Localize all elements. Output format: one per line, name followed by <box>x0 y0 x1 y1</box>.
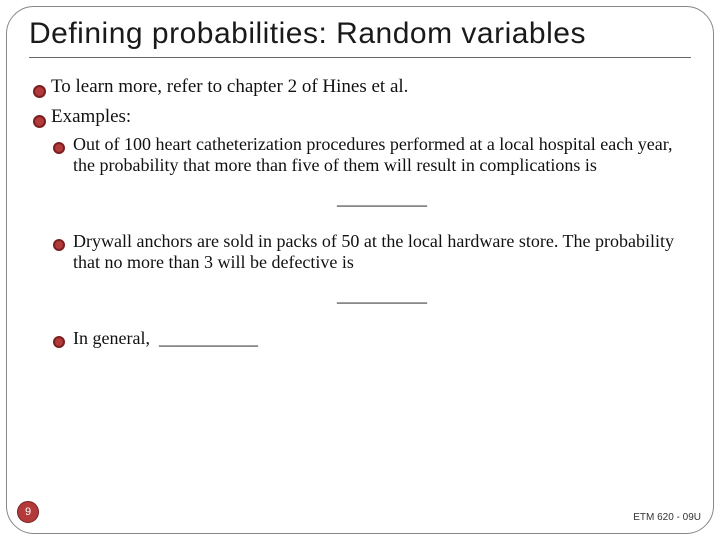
sub-list: Out of 100 heart catheterization procedu… <box>51 134 691 349</box>
inline-blank: ___________ <box>159 328 258 348</box>
page-number: 9 <box>25 506 31 518</box>
sub-text: Drywall anchors are sold in packs of 50 … <box>73 231 674 272</box>
sub-item: Drywall anchors are sold in packs of 50 … <box>51 231 691 306</box>
footer-text: ETM 620 - 09U <box>633 512 701 523</box>
bullet-item: To learn more, refer to chapter 2 of Hin… <box>29 76 691 98</box>
blank-line: __________ <box>73 285 691 306</box>
bullet-text: Examples: <box>51 106 131 127</box>
sub-text: Out of 100 heart catheterization procedu… <box>73 134 673 175</box>
blank-line: __________ <box>73 188 691 209</box>
sub-item: Out of 100 heart catheterization procedu… <box>51 134 691 209</box>
bullet-list: To learn more, refer to chapter 2 of Hin… <box>29 76 691 349</box>
slide-title: Defining probabilities: Random variables <box>29 17 691 58</box>
slide-frame: Defining probabilities: Random variables… <box>6 6 714 534</box>
sub-text-prefix: In general, <box>73 328 159 348</box>
page-number-badge: 9 <box>17 501 39 523</box>
sub-item: In general, ___________ <box>51 328 691 349</box>
bullet-item: Examples: Out of 100 heart catheterizati… <box>29 106 691 349</box>
bullet-text: To learn more, refer to chapter 2 of Hin… <box>51 76 408 97</box>
